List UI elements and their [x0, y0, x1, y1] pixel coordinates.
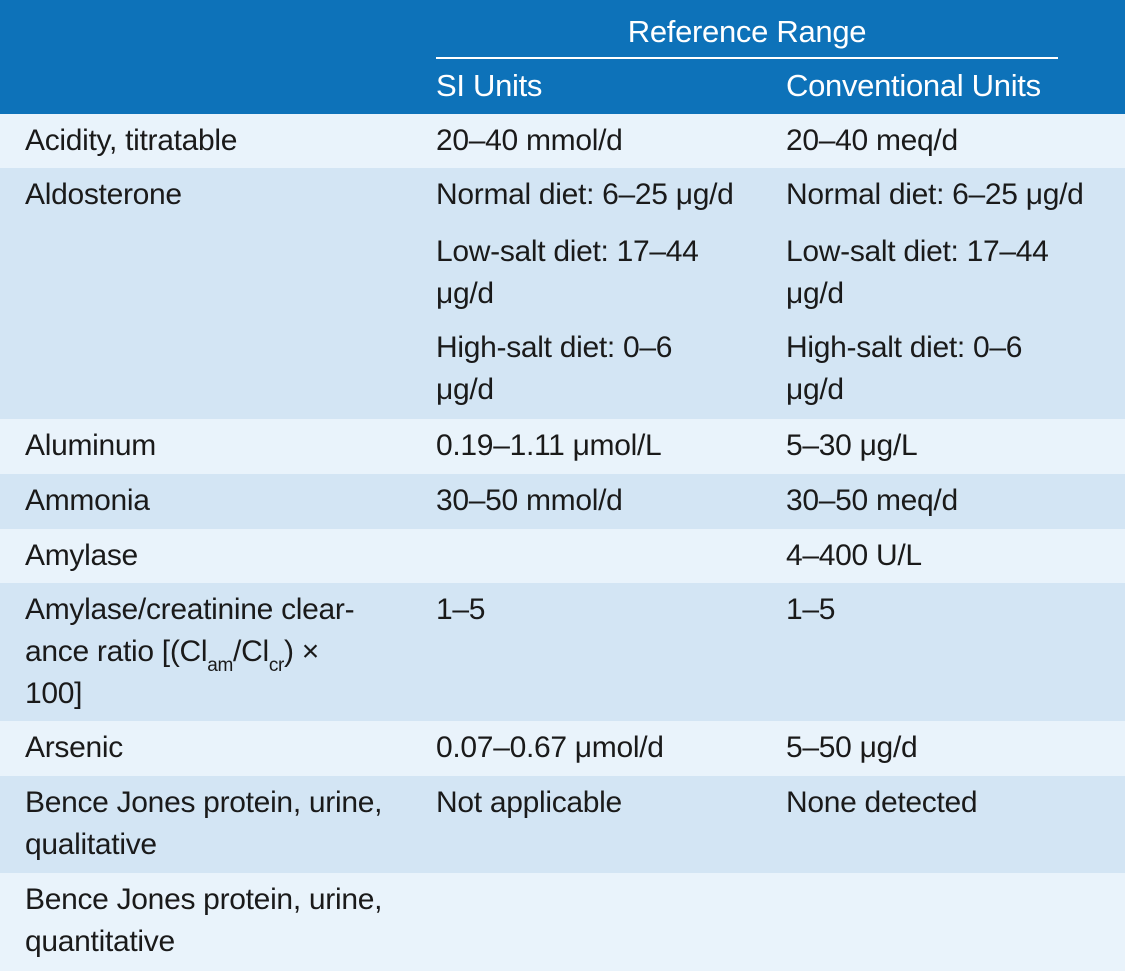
table-row: Acidity, titratable 20–40 mmol/d 20–40 m… [0, 114, 1125, 168]
conventional-value: None detected [786, 786, 978, 819]
conventional-value: 30–50 meq/d [786, 484, 958, 517]
conventional-units-column-header: Conventional Units [786, 68, 1041, 103]
subscript-am: am [207, 655, 234, 676]
analyte-name: Aldosterone [25, 178, 182, 211]
table-row: Amylase/creatinine clear- ance ratio [(C… [0, 583, 1125, 721]
conventional-value: 5–30 μg/L [786, 429, 918, 462]
si-value: 30–50 mmol/d [436, 484, 623, 517]
table-header: Reference Range SI Units Conventional Un… [0, 0, 1125, 114]
table-row: Ammonia 30–50 mmol/d 30–50 meq/d [0, 474, 1125, 529]
si-value: Normal diet: 6–25 μg/d Low-salt diet: 17… [436, 178, 734, 406]
conventional-value: Normal diet: 6–25 μg/d Low-salt diet: 17… [786, 178, 1084, 406]
si-units-column-header: SI Units [436, 68, 543, 103]
si-value: 20–40 mmol/d [436, 124, 623, 157]
table-row: Aluminum 0.19–1.11 μmol/L 5–30 μg/L [0, 419, 1125, 474]
analyte-name: Bence Jones protein, urine, quantitative [25, 883, 383, 958]
analyte-name: Acidity, titratable [25, 124, 238, 157]
conventional-value: 5–50 μg/d [786, 731, 918, 764]
analyte-name: Amylase [25, 539, 138, 572]
table-row: Arsenic 0.07–0.67 μmol/d 5–50 μg/d [0, 721, 1125, 776]
analyte-name: Bence Jones protein, urine, qualitative [25, 786, 383, 861]
si-value: 0.07–0.67 μmol/d [436, 731, 664, 764]
conventional-value: 1–5 [786, 593, 836, 626]
table-row: Bence Jones protein, urine, qualitative … [0, 776, 1125, 873]
table-row: Aldosterone Normal diet: 6–25 μg/d Low-s… [0, 168, 1125, 419]
analyte-name: Aluminum [25, 429, 156, 462]
analyte-name: Arsenic [25, 731, 123, 764]
si-value: 0.19–1.11 μmol/L [436, 429, 662, 462]
conventional-value: 4–400 U/L [786, 539, 922, 572]
table-row: Bence Jones protein, urine, quantitative [0, 873, 1125, 971]
reference-range-heading: Reference Range [627, 14, 867, 49]
table-row: Amylase 4–400 U/L [0, 529, 1125, 583]
analyte-name: Ammonia [25, 484, 150, 517]
conventional-value: 20–40 meq/d [786, 124, 958, 157]
subscript-cr: cr [268, 655, 285, 676]
si-value: Not applicable [436, 786, 622, 819]
si-value: 1–5 [436, 593, 486, 626]
analyte-name: Amylase/creatinine clear- ance ratio [(C… [25, 593, 355, 710]
header-divider [436, 57, 1058, 59]
